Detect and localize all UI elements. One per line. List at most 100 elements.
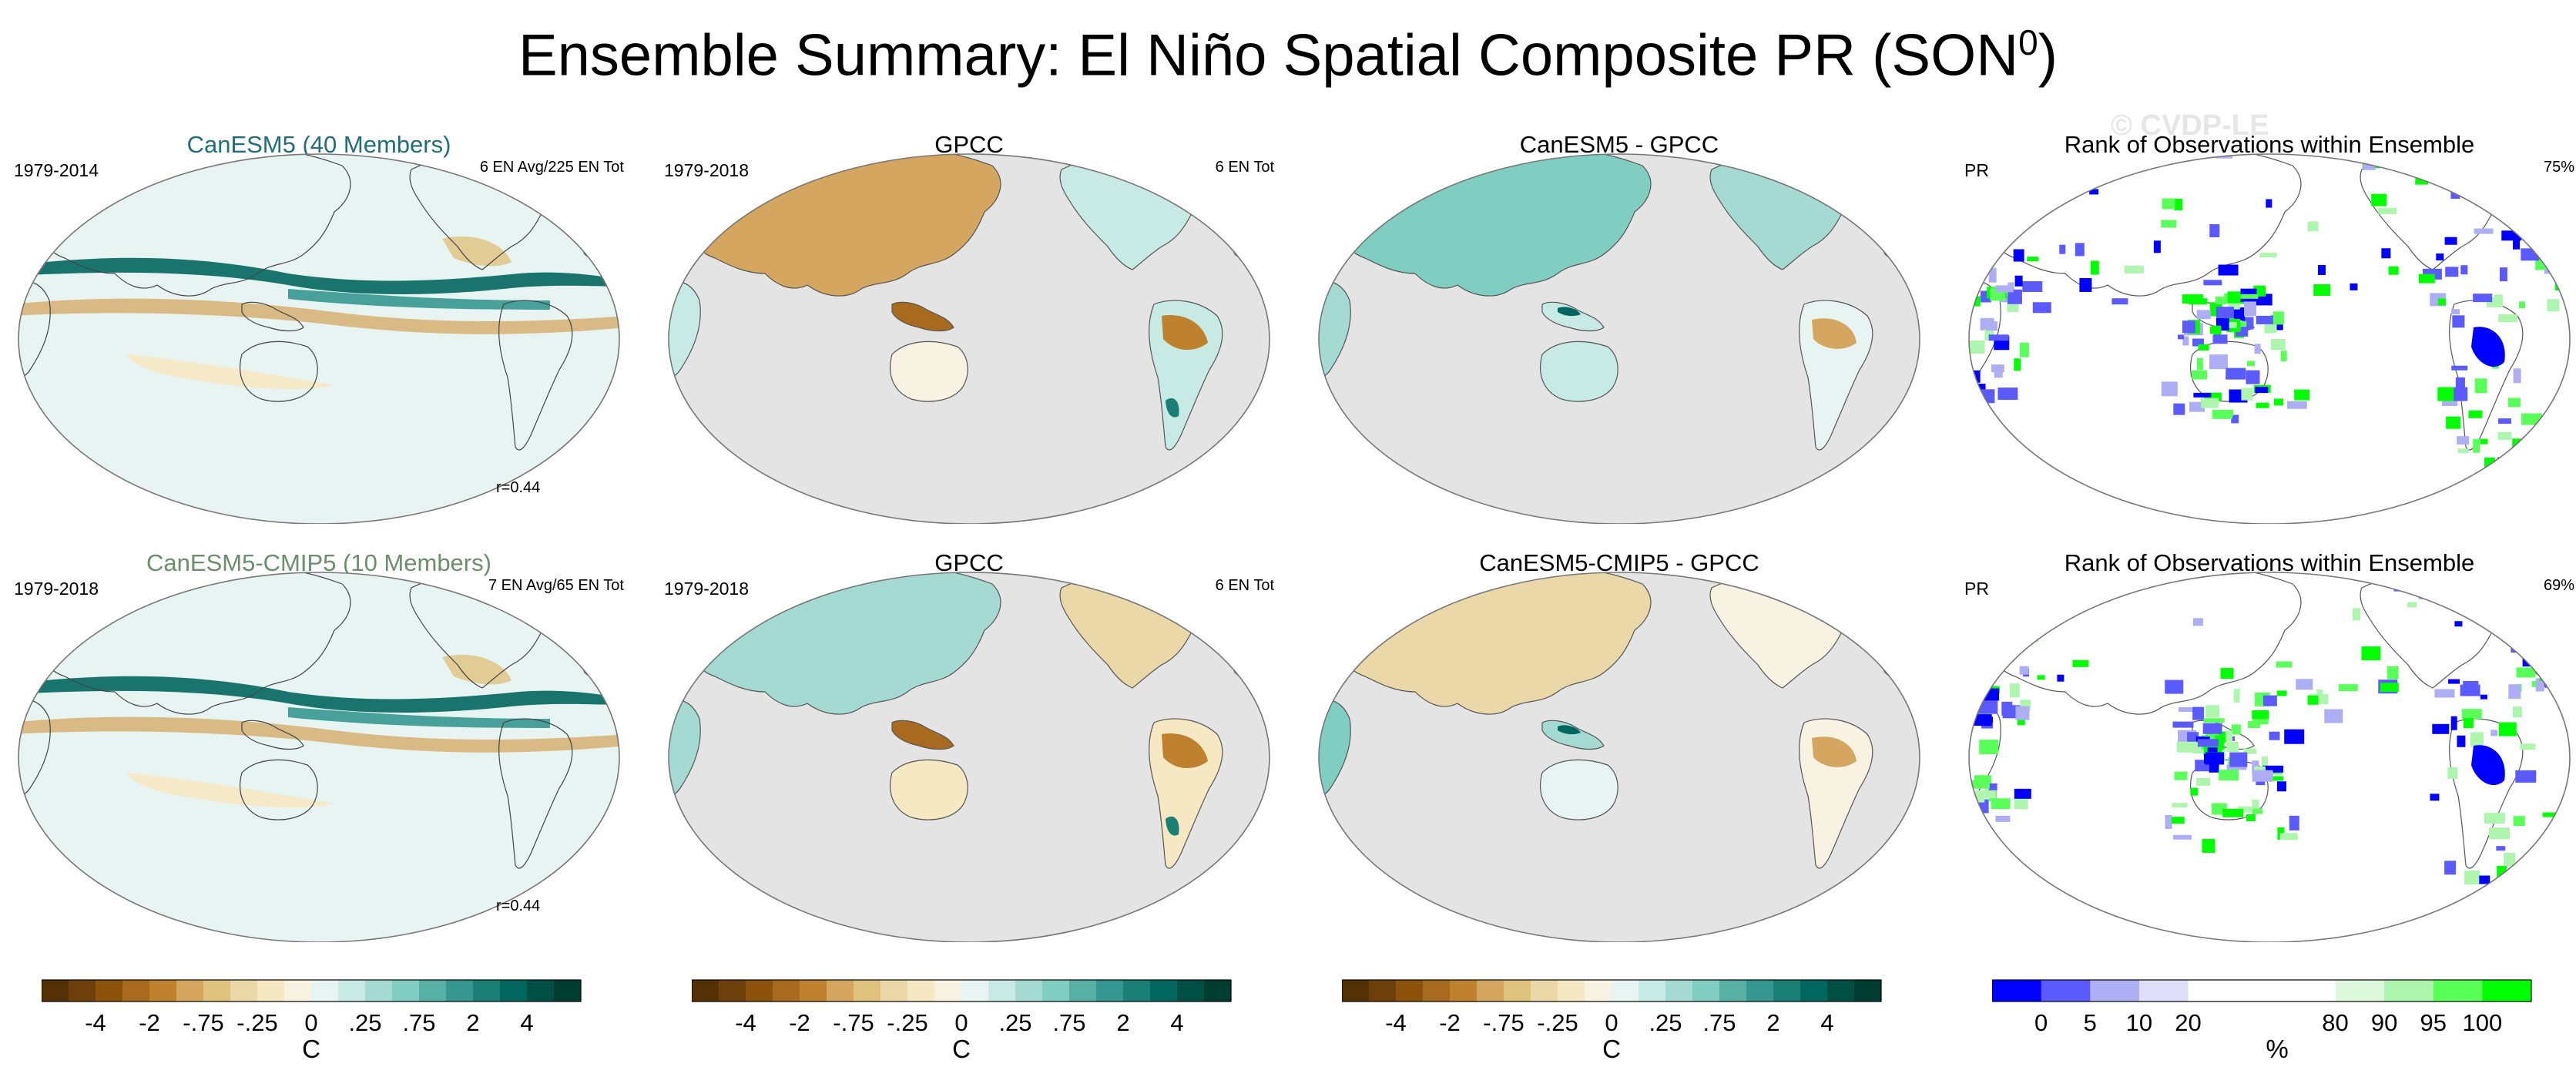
colorbar-tick-label: 10 bbox=[2126, 1009, 2152, 1036]
colorbar-swatch bbox=[719, 980, 746, 1002]
colorbar-unit: C bbox=[952, 1035, 971, 1063]
colorbar-tick-label: .75 bbox=[1052, 1009, 1085, 1036]
colorbar-swatch bbox=[773, 980, 800, 1002]
correlation-label: r=0.44 bbox=[496, 898, 541, 914]
colorbar-tick-label: -.75 bbox=[183, 1009, 223, 1036]
colorbar-swatch bbox=[2188, 980, 2238, 1002]
colorbar-swatch bbox=[446, 980, 474, 1002]
colorbar-swatch bbox=[2286, 980, 2336, 1002]
colorbar-tick-label: 0 bbox=[2034, 1009, 2048, 1036]
period-label: 1979-2018 bbox=[664, 579, 749, 599]
colorbar-tick-label: -2 bbox=[1439, 1009, 1461, 1036]
colorbar-swatch bbox=[473, 980, 501, 1002]
colorbar-tick-label: .75 bbox=[402, 1009, 435, 1036]
colorbar-swatch bbox=[988, 980, 1016, 1002]
colorbar-tick-label: 2 bbox=[1116, 1009, 1129, 1036]
colorbar-swatch bbox=[1069, 980, 1097, 1002]
colorbar-swatch bbox=[1450, 980, 1478, 1002]
world-map bbox=[1318, 572, 1920, 942]
colorbar-swatch bbox=[746, 980, 773, 1002]
colorbar-tick-label: .25 bbox=[998, 1009, 1031, 1036]
colorbar-tick-label: 95 bbox=[2420, 1009, 2446, 1036]
colorbar-swatch bbox=[1204, 980, 1232, 1002]
colorbar-swatch bbox=[554, 980, 582, 1002]
variable-label: PR bbox=[1964, 579, 1989, 599]
variable-label: PR bbox=[1964, 160, 1989, 180]
colorbar-swatch bbox=[1585, 980, 1612, 1002]
colorbar-swatch bbox=[203, 980, 231, 1002]
colorbar-swatch bbox=[907, 980, 935, 1002]
colorbar-swatch bbox=[1477, 980, 1504, 1002]
panel-difference: CanESM5-CMIP5 - GPCC bbox=[1311, 526, 1927, 942]
colorbar-swatch bbox=[1719, 980, 1747, 1002]
colorbar-swatch bbox=[1854, 980, 1882, 1002]
colorbar-swatch bbox=[1773, 980, 1801, 1002]
colorbar-swatch bbox=[1639, 980, 1666, 1002]
colorbar-swatch bbox=[827, 980, 854, 1002]
world-map bbox=[1968, 153, 2571, 524]
colorbar-swatch bbox=[692, 980, 719, 1002]
colorbar-tick-label: .25 bbox=[1649, 1009, 1682, 1036]
colorbar-swatch bbox=[1558, 980, 1585, 1002]
panel-gpcc: GPCC 1979-2018 6 EN Tot bbox=[661, 526, 1277, 942]
colorbar-swatch bbox=[2335, 980, 2385, 1002]
colorbar-swatch bbox=[961, 980, 989, 1002]
panel-title: CanESM5 (40 Members) bbox=[186, 131, 451, 158]
colorbar-swatch bbox=[338, 980, 366, 1002]
world-map bbox=[668, 153, 1270, 524]
colorbar-swatch bbox=[800, 980, 827, 1002]
panel-title: CanESM5 - GPCC bbox=[1519, 131, 1719, 158]
colorbar-unit: C bbox=[1602, 1035, 1621, 1063]
panel-rank: Rank of Observations within Ensemble PR … bbox=[1961, 526, 2576, 942]
colorbar-swatch bbox=[1612, 980, 1639, 1002]
colorbar-swatch bbox=[500, 980, 528, 1002]
period-label: 1979-2018 bbox=[664, 160, 749, 180]
panel-title: Rank of Observations within Ensemble bbox=[2064, 131, 2475, 158]
page-title: Ensemble Summary: El Niño Spatial Compos… bbox=[518, 22, 2058, 89]
colorbar-tick-label: 2 bbox=[466, 1009, 479, 1036]
colorbar-swatch bbox=[1800, 980, 1828, 1002]
panel-title: CanESM5-CMIP5 (10 Members) bbox=[146, 549, 491, 576]
colorbar-unit: % bbox=[2266, 1035, 2288, 1063]
colorbar-swatch bbox=[1423, 980, 1451, 1002]
colorbar-unit: C bbox=[302, 1035, 320, 1063]
colorbar-swatch bbox=[1042, 980, 1070, 1002]
colorbar-swatch bbox=[2482, 980, 2532, 1002]
colorbar-tick-label: -4 bbox=[85, 1009, 106, 1036]
colorbar-swatch bbox=[1531, 980, 1558, 1002]
panel-title: GPCC bbox=[934, 131, 1004, 158]
colorbar-swatch bbox=[1342, 980, 1370, 1002]
panel-title: GPCC bbox=[934, 549, 1004, 576]
colorbar-swatch bbox=[854, 980, 881, 1002]
colorbar-tick-label: 4 bbox=[1820, 1009, 1833, 1036]
panel-title: Rank of Observations within Ensemble bbox=[2064, 549, 2475, 576]
colorbar-tick-label: 2 bbox=[1766, 1009, 1779, 1036]
world-map bbox=[1318, 153, 1920, 524]
period-label: 1979-2018 bbox=[14, 579, 99, 599]
colorbar-tick-label: 5 bbox=[2084, 1009, 2097, 1036]
panel-canesm5-cmip5: CanESM5-CMIP5 (10 Members) 1979-2018 7 E… bbox=[11, 526, 627, 942]
colorbar-swatch bbox=[1992, 980, 2042, 1002]
colorbar-tick-label: -.25 bbox=[1537, 1009, 1578, 1036]
colorbar-swatch bbox=[1177, 980, 1205, 1002]
percent-label: 69% bbox=[2543, 577, 2574, 594]
event-count-label: 6 EN Avg/225 EN Tot bbox=[479, 159, 624, 176]
colorbar-tick-label: 90 bbox=[2371, 1009, 2397, 1036]
colorbar-swatch bbox=[1369, 980, 1397, 1002]
colorbar-swatch bbox=[1827, 980, 1855, 1002]
colorbar-tick-label: -.25 bbox=[887, 1009, 927, 1036]
colorbar-tick-label: .75 bbox=[1702, 1009, 1736, 1036]
colorbar-swatch bbox=[1015, 980, 1043, 1002]
colorbar-swatch bbox=[149, 980, 177, 1002]
colorbar-swatch bbox=[1096, 980, 1124, 1002]
colorbar-tick-label: 4 bbox=[520, 1009, 533, 1036]
colorbar-swatch bbox=[527, 980, 555, 1002]
event-count-label: 6 EN Tot bbox=[1215, 159, 1274, 176]
colorbar-swatch bbox=[1504, 980, 1531, 1002]
colorbar-tick-label: 4 bbox=[1170, 1009, 1183, 1036]
colorbar-swatch bbox=[392, 980, 420, 1002]
colorbar-swatch bbox=[1665, 980, 1693, 1002]
world-map bbox=[18, 572, 620, 942]
colorbar-swatch bbox=[365, 980, 393, 1002]
colorbar-swatch bbox=[934, 980, 962, 1002]
